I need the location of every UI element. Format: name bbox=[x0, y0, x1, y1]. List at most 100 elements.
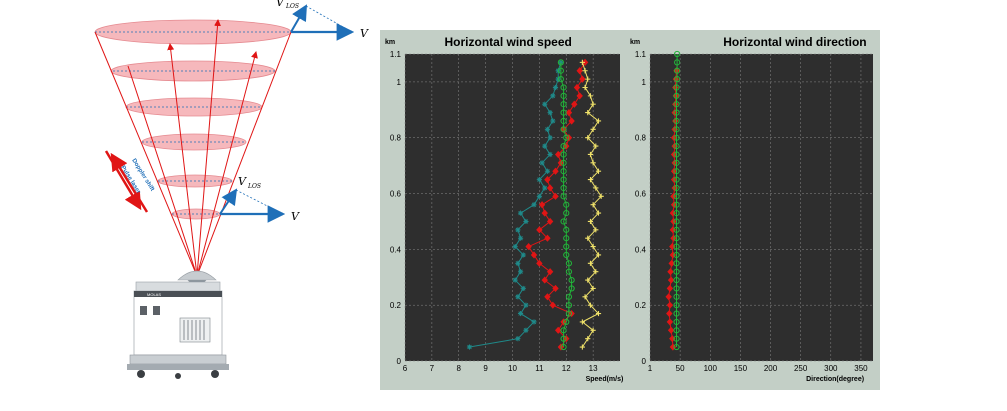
data-point bbox=[552, 284, 559, 293]
data-point bbox=[571, 100, 578, 108]
direction-y-ticks: 0 0.2 0.4 0.6 0.8 1 1.1 bbox=[635, 50, 647, 366]
data-point bbox=[560, 143, 567, 150]
y-tick-label: 0.2 bbox=[635, 301, 647, 310]
data-point bbox=[673, 335, 680, 342]
data-point bbox=[674, 59, 681, 66]
data-point bbox=[585, 110, 591, 116]
data-point bbox=[667, 326, 675, 334]
data-point bbox=[673, 193, 680, 200]
y-tick-label: 1 bbox=[397, 78, 402, 87]
x-tick-label: 12 bbox=[562, 364, 571, 373]
data-point bbox=[560, 335, 567, 342]
vlos-mid-label: V bbox=[238, 175, 247, 188]
data-point bbox=[560, 218, 567, 225]
data-point bbox=[547, 110, 553, 116]
data-point bbox=[520, 285, 526, 292]
data-point bbox=[673, 235, 680, 242]
x-tick-label: 13 bbox=[589, 364, 598, 373]
data-point bbox=[560, 101, 567, 108]
data-point bbox=[579, 344, 585, 350]
data-point bbox=[674, 50, 681, 58]
data-point bbox=[541, 209, 548, 217]
data-point bbox=[595, 168, 602, 174]
data-point bbox=[517, 235, 524, 241]
y-tick-label: 0.2 bbox=[390, 301, 402, 310]
data-point bbox=[560, 184, 567, 192]
data-point bbox=[515, 227, 521, 233]
y-tick-label: 0.8 bbox=[390, 134, 402, 143]
data-point bbox=[579, 59, 585, 65]
data-point bbox=[544, 175, 551, 184]
data-point bbox=[558, 59, 564, 65]
data-point bbox=[536, 193, 542, 199]
speed-chart: 6 7 8 9 10 11 12 13 0 0.2 0.4 0.6 0.8 1 1.1 Horizonta… bbox=[385, 35, 623, 383]
data-point bbox=[544, 168, 551, 174]
data-point bbox=[673, 134, 680, 141]
data-point bbox=[542, 101, 548, 107]
data-point bbox=[674, 67, 681, 74]
y-tick-label: 0.4 bbox=[635, 245, 647, 254]
data-point bbox=[673, 318, 680, 326]
speed-y-axis-label: km bbox=[385, 39, 395, 46]
data-point bbox=[560, 168, 567, 175]
data-point bbox=[587, 302, 594, 308]
data-point bbox=[587, 260, 594, 266]
data-point bbox=[563, 209, 570, 217]
data-point bbox=[673, 268, 680, 275]
data-point bbox=[666, 301, 674, 309]
direction-x-axis-label: Direction(degree) bbox=[806, 376, 864, 383]
data-point bbox=[547, 135, 553, 141]
y-tick-label: 1.1 bbox=[390, 50, 402, 59]
data-point bbox=[593, 185, 599, 191]
speed-series bbox=[466, 58, 604, 351]
speed-y-ticks: 0 0.2 0.4 0.6 0.8 1 1.1 bbox=[390, 50, 402, 366]
data-point bbox=[542, 185, 548, 191]
data-point bbox=[531, 202, 537, 208]
data-point bbox=[565, 293, 573, 300]
data-point bbox=[552, 192, 559, 200]
data-point bbox=[560, 84, 567, 91]
x-tick-label: 250 bbox=[794, 364, 808, 373]
v-top-label: V bbox=[360, 27, 369, 40]
x-tick-label: 200 bbox=[764, 364, 778, 373]
wind-vector-top: V LOS V bbox=[276, 0, 369, 41]
data-point bbox=[585, 135, 591, 141]
speed-x-ticks: 6 7 8 9 10 11 12 13 bbox=[403, 364, 598, 373]
data-point bbox=[517, 210, 524, 216]
data-point bbox=[523, 327, 529, 333]
data-point bbox=[538, 201, 546, 209]
data-point bbox=[523, 218, 529, 225]
x-tick-label: 100 bbox=[704, 364, 718, 373]
data-point bbox=[573, 83, 581, 92]
data-point bbox=[590, 126, 596, 132]
data-point bbox=[673, 201, 680, 208]
data-point bbox=[565, 310, 573, 317]
data-point bbox=[590, 243, 596, 250]
data-point bbox=[565, 268, 573, 275]
direction-grid bbox=[649, 53, 873, 362]
x-tick-label: 1 bbox=[648, 364, 653, 373]
data-point bbox=[587, 151, 594, 158]
data-point bbox=[576, 67, 583, 75]
data-point bbox=[520, 252, 526, 258]
wind-profile-charts: 6 7 8 9 10 11 12 13 00.20.40.60.811.1 Horizonta… bbox=[380, 30, 880, 390]
data-point bbox=[517, 269, 524, 275]
data-point bbox=[563, 318, 570, 326]
data-point bbox=[550, 118, 556, 124]
data-point bbox=[673, 302, 680, 309]
data-point bbox=[560, 176, 567, 183]
data-point bbox=[546, 268, 554, 276]
data-point bbox=[593, 227, 599, 233]
data-point bbox=[523, 302, 529, 308]
data-point bbox=[563, 134, 570, 141]
data-point bbox=[530, 251, 538, 259]
data-point bbox=[515, 260, 521, 266]
data-point bbox=[544, 293, 551, 301]
data-point bbox=[512, 243, 518, 250]
data-point bbox=[673, 151, 680, 158]
data-point bbox=[673, 109, 680, 116]
data-point bbox=[560, 151, 567, 158]
data-point bbox=[590, 285, 596, 292]
data-point bbox=[560, 126, 567, 133]
data-point bbox=[536, 176, 542, 183]
